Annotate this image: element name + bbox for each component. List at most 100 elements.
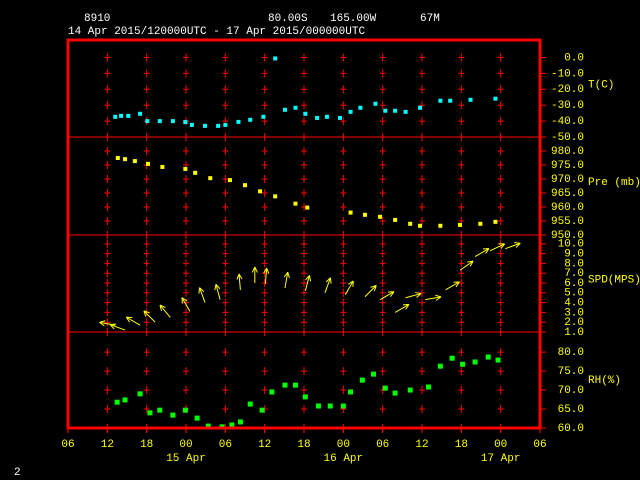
grid-cross (379, 308, 386, 317)
grid-cross (183, 175, 189, 183)
grid-cross (104, 175, 111, 183)
grid-cross (183, 53, 189, 62)
data-point (157, 407, 163, 413)
x-tick-label: 00 (494, 439, 507, 451)
grid-cross (458, 318, 465, 327)
y-tick-label: -30.0 (551, 100, 584, 112)
grid-cross (261, 386, 268, 395)
data-point (485, 354, 491, 360)
grid-cross (340, 318, 347, 327)
grid-cross (104, 147, 111, 155)
grid-cross (143, 288, 150, 297)
data-point (137, 391, 143, 397)
grid-cross (419, 367, 425, 376)
data-point (340, 403, 346, 409)
data-point (478, 221, 483, 226)
period: 14 Apr 2015/120000UTC - 17 Apr 2015/0000… (68, 26, 365, 38)
grid-cross (497, 203, 504, 211)
grid-cross (497, 53, 504, 62)
grid-cross (222, 161, 229, 169)
grid-cross (183, 101, 189, 110)
grid-cross (419, 69, 425, 78)
y-tick-label: 6.0 (564, 278, 584, 290)
data-point (243, 183, 247, 188)
x-tick-label: 12 (258, 439, 271, 451)
data-point (370, 371, 376, 377)
data-point (438, 223, 443, 228)
grid-cross (419, 85, 425, 94)
data-point (236, 119, 241, 124)
grid-cross (222, 367, 229, 376)
wind-arrow (474, 248, 490, 257)
grid-cross (458, 161, 465, 169)
grid-cross (183, 279, 189, 288)
series-label: RH(%) (588, 375, 621, 387)
data-point (293, 201, 298, 206)
wind-arrow (159, 304, 171, 318)
data-point (189, 122, 194, 127)
grid-cross (419, 117, 425, 126)
grid-cross (104, 269, 111, 278)
grid-cross (104, 69, 111, 78)
y-tick-label: 950.0 (551, 230, 584, 242)
grid-cross (458, 279, 465, 288)
wind-arrow (405, 291, 422, 299)
data-point (458, 222, 463, 227)
y-tick-label: 9.0 (564, 249, 584, 261)
data-point (324, 114, 329, 119)
data-point (216, 123, 221, 128)
data-point (383, 108, 388, 113)
grid-cross (222, 53, 229, 62)
y-tick-label: -10.0 (551, 68, 584, 80)
grid-cross (379, 161, 386, 169)
grid-cross (143, 69, 150, 78)
grid-cross (104, 298, 111, 307)
grid-cross (497, 147, 504, 155)
data-point (269, 389, 275, 395)
data-point (194, 415, 200, 421)
wind-arrow (263, 267, 270, 285)
data-point (407, 387, 413, 393)
station-id: 8910 (84, 13, 110, 25)
data-point (126, 113, 131, 118)
grid-cross (261, 101, 268, 110)
grid-cross (143, 53, 150, 62)
data-point (393, 108, 398, 113)
grid-cross (340, 308, 347, 317)
y-tick-label: 70.0 (558, 385, 584, 397)
grid-cross (104, 239, 111, 248)
data-point (359, 377, 365, 383)
date-label: 16 Apr (324, 453, 364, 465)
grid-cross (143, 298, 150, 307)
grid-cross (458, 348, 465, 357)
grid-cross (419, 386, 425, 395)
grid-cross (419, 308, 425, 317)
wind-arrow (198, 287, 206, 303)
data-point (348, 210, 353, 215)
data-point (382, 385, 388, 391)
grid-cross (379, 269, 386, 278)
grid-cross (104, 259, 111, 268)
grid-cross (379, 318, 386, 327)
grid-cross (379, 367, 386, 376)
y-tick-label: 955.0 (551, 216, 584, 228)
data-point (193, 170, 198, 175)
grid-cross (301, 53, 307, 62)
grid-cross (261, 348, 268, 357)
grid-cross (340, 288, 347, 297)
grid-cross (379, 101, 386, 110)
grid-cross (379, 117, 386, 126)
wind-arrow (251, 266, 258, 284)
grid-cross (222, 101, 229, 110)
wind-arrow (283, 271, 290, 288)
grid-cross (222, 69, 229, 78)
data-point (170, 412, 176, 418)
grid-cross (458, 101, 465, 110)
grid-cross (497, 318, 504, 327)
grid-cross (222, 189, 229, 197)
grid-cross (497, 217, 504, 225)
data-point (247, 401, 253, 407)
grid-cross (104, 217, 111, 225)
data-point (468, 97, 473, 102)
grid-cross (143, 348, 150, 357)
